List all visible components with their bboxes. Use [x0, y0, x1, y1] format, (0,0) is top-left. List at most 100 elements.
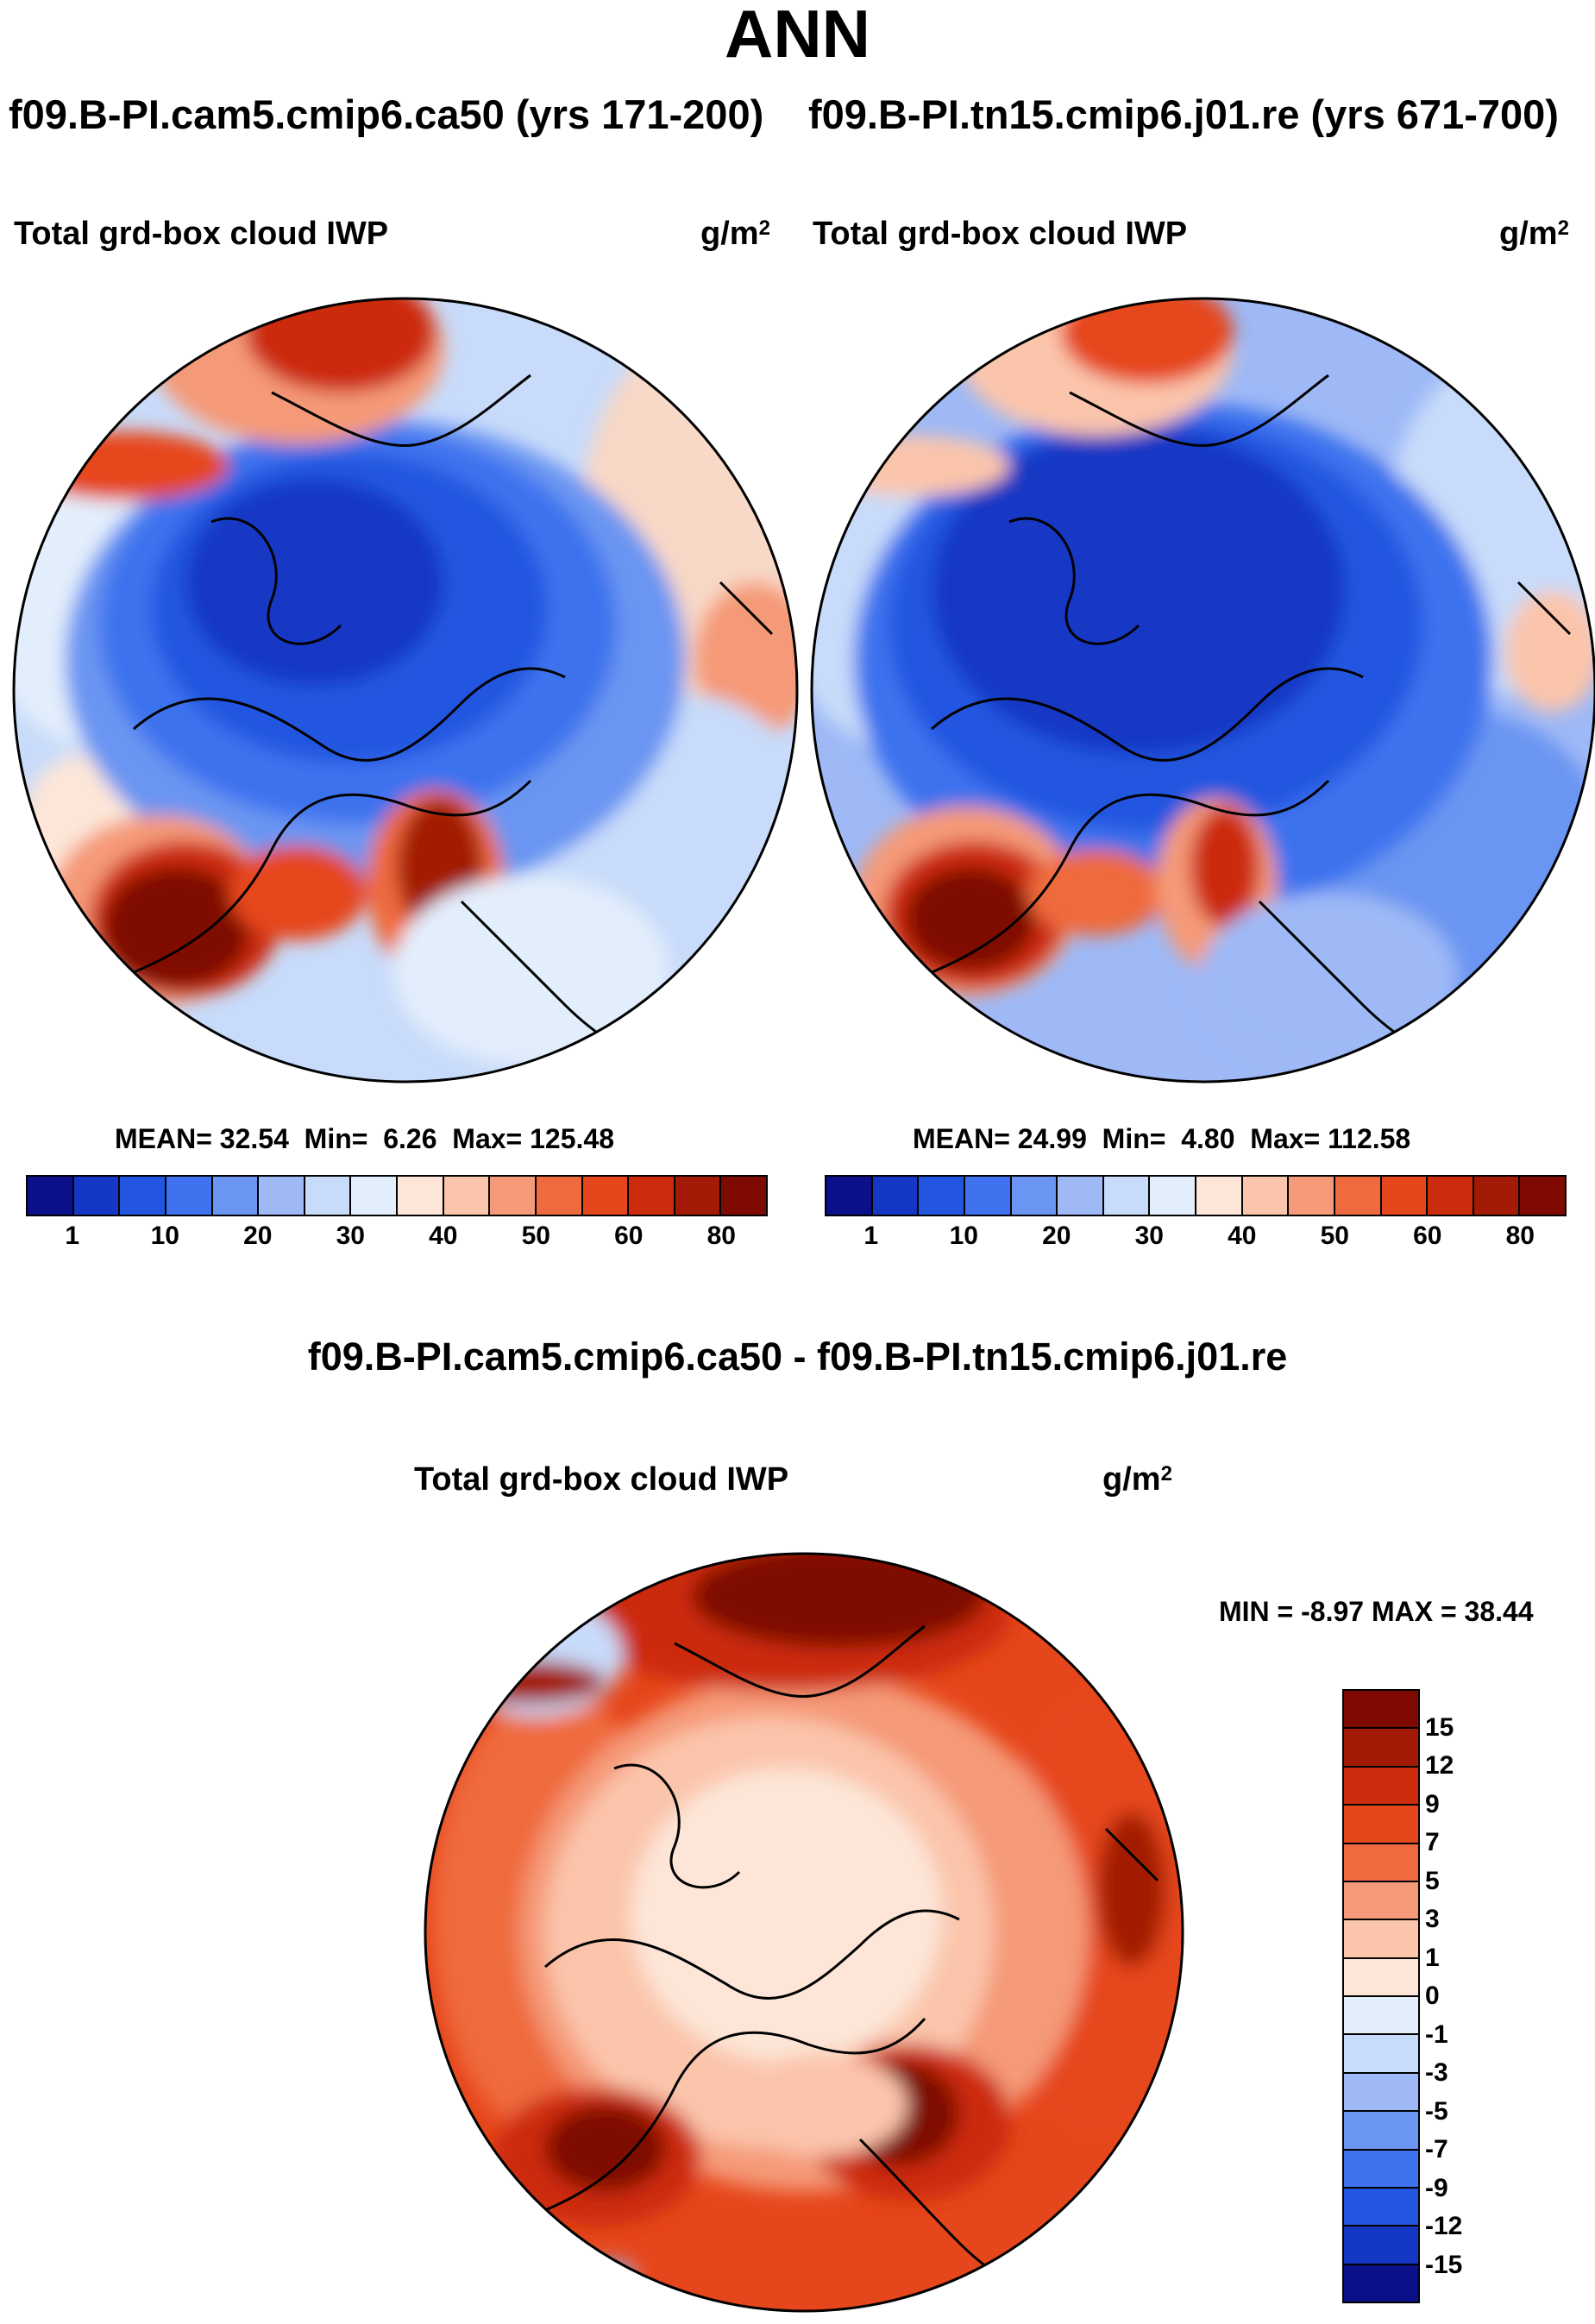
- diff-title: f09.B-PI.cam5.cmip6.ca50 - f09.B-PI.tn15…: [307, 1335, 1288, 1379]
- panel-left-max-label: Max=: [452, 1123, 523, 1154]
- panel-left-colorbar-boxes: [26, 1175, 768, 1216]
- panel-right-colorbar-tick-label: 1: [863, 1222, 879, 1250]
- panel-diff-colorbar-tick-label: 3: [1425, 1905, 1440, 1933]
- panel-left-colorbar-tick-label: 80: [706, 1222, 736, 1250]
- panel-diff-colorbar-box: [1344, 1843, 1418, 1882]
- panel-right-min-value: 4.80: [1181, 1123, 1235, 1154]
- panel-right-colorbar-box: [1473, 1177, 1521, 1215]
- panel-left-colorbar-box: [73, 1177, 121, 1215]
- panel-left-colorbar-tick-label: 40: [429, 1222, 458, 1250]
- panel-right-colorbar-box: [1520, 1177, 1565, 1215]
- panel-left-colorbar-tick-label: 50: [521, 1222, 550, 1250]
- panel-diff-colorbar-tick-label: -5: [1425, 2096, 1448, 2126]
- panel-left-colorbar-box: [490, 1177, 537, 1215]
- panel-diff-colorbar-box: [1344, 1958, 1418, 1997]
- panel-diff-colorbar-ticks: 15 12 9 7 5 3 1 0 -1 -3 -5 -7 -9 -12 -15: [1342, 1689, 1515, 2303]
- panel-left-polar-map: [12, 297, 799, 1083]
- panel-left-unit-base: g/m: [700, 216, 759, 252]
- panel-diff-colorbar-box: [1344, 1767, 1418, 1806]
- panel-right-colorbar-box: [1011, 1177, 1058, 1215]
- panel-right-unit-exp: 2: [1557, 217, 1569, 240]
- panel-left-colorbar-box: [259, 1177, 305, 1215]
- panel-diff-colorbar-tick-label: -3: [1425, 2058, 1448, 2087]
- panel-diff-colorbar-tick-label: -7: [1425, 2135, 1448, 2164]
- panel-right-unit-base: g/m: [1499, 216, 1558, 252]
- panel-right-colorbar-tick-label: 80: [1505, 1222, 1535, 1250]
- panel-left-colorbar: 1 10 20 30 40 50 60 80: [26, 1175, 768, 1261]
- panel-left-variable-label: Total grd-box cloud IWP: [14, 216, 389, 252]
- panel-right-max-label: Max=: [1250, 1123, 1321, 1154]
- panel-left-colorbar-box: [443, 1177, 491, 1215]
- panel-left-colorbar-tick-label: 10: [150, 1222, 179, 1250]
- panel-right-colorbar-box: [1289, 1177, 1335, 1215]
- panel-left-unit-exp: 2: [758, 217, 770, 240]
- panel-diff-colorbar-tick-label: 12: [1425, 1751, 1454, 1780]
- panel-right-colorbar-box: [1058, 1177, 1104, 1215]
- panel-left-min-label: Min=: [304, 1123, 368, 1154]
- panel-left-stats: MEAN= 32.54 Min= 6.26 Max= 125.48: [115, 1121, 614, 1156]
- panel-diff-colorbar-box: [1344, 1997, 1418, 2036]
- panel-left-colorbar-tick-label: 20: [243, 1222, 273, 1250]
- panel-left-colorbar-box: [212, 1177, 260, 1215]
- panel-diff-colorbar-tick-label: 9: [1425, 1789, 1440, 1818]
- panel-diff-unit-base: g/m: [1102, 1461, 1161, 1498]
- panel-diff-unit-exp: 2: [1160, 1462, 1172, 1485]
- panel-left-colorbar-tick-label: 60: [614, 1222, 644, 1250]
- panel-right-colorbar-tick-label: 30: [1134, 1222, 1164, 1250]
- panel-diff-polar-map: [424, 1552, 1184, 2313]
- panel-right-stats: MEAN= 24.99 Min= 4.80 Max= 112.58: [913, 1121, 1410, 1156]
- panel-diff-colorbar-box: [1344, 2035, 1418, 2074]
- panel-left-min-value: 6.26: [383, 1123, 437, 1154]
- panel-left-colorbar-box: [166, 1177, 213, 1215]
- panel-right-unit-label: g/m2: [1499, 214, 1569, 254]
- panel-diff-max-value: 38.44: [1464, 1596, 1534, 1627]
- panel-diff-variable-label: Total grd-box cloud IWP: [414, 1461, 789, 1498]
- panel-right-mean-value: 24.99: [1017, 1123, 1087, 1154]
- panel-right-colorbar-box: [1242, 1177, 1290, 1215]
- panel-left-colorbar-ticks: 1 10 20 30 40 50 60 80: [26, 1216, 768, 1251]
- panel-left-colorbar-box: [28, 1177, 74, 1215]
- panel-right-min-label: Min=: [1102, 1123, 1166, 1154]
- panel-left-colorbar-tick-label: 30: [336, 1222, 365, 1250]
- panel-right-colorbar-ticks: 1 10 20 30 40 50 60 80: [825, 1216, 1567, 1251]
- case-title-left: f09.B-PI.cam5.cmip6.ca50 (yrs 171-200): [9, 91, 764, 137]
- figure-title: ANN: [725, 0, 870, 72]
- panel-right-colorbar-box: [872, 1177, 920, 1215]
- panel-right-colorbar-box: [964, 1177, 1012, 1215]
- panel-right-max-value: 112.58: [1328, 1123, 1411, 1154]
- panel-diff-colorbar-box: [1344, 1729, 1418, 1768]
- panel-right-colorbar-boxes: [825, 1175, 1567, 1216]
- panel-right-colorbar-box: [1103, 1177, 1151, 1215]
- panel-left-colorbar-box: [721, 1177, 766, 1215]
- panel-left-colorbar-box: [675, 1177, 722, 1215]
- panel-right-colorbar-box: [826, 1177, 873, 1215]
- panel-right-colorbar-box: [1381, 1177, 1429, 1215]
- panel-diff-unit-label: g/m2: [1102, 1460, 1172, 1499]
- panel-right-colorbar-tick-label: 50: [1320, 1222, 1349, 1250]
- panel-diff-colorbar-tick-label: -12: [1425, 2212, 1463, 2240]
- panel-diff-stats: MIN = -8.97 MAX = 38.44: [1219, 1594, 1534, 1629]
- panel-diff-colorbar-box: [1344, 1881, 1418, 1921]
- panel-right-variable-label: Total grd-box cloud IWP: [813, 216, 1188, 252]
- panel-diff-colorbar-box: [1344, 1806, 1418, 1844]
- panel-diff-colorbar-tick-label: -9: [1425, 2173, 1448, 2202]
- panel-diff-colorbar-box: [1344, 2188, 1418, 2227]
- panel-diff-colorbar-box: [1344, 2150, 1418, 2189]
- panel-diff-colorbar-tick-label: 15: [1425, 1712, 1454, 1742]
- case-title-right: f09.B-PI.tn15.cmip6.j01.re (yrs 671-700): [808, 91, 1559, 137]
- panel-right-colorbar-box: [1150, 1177, 1196, 1215]
- panel-diff-colorbar-tick-label: -15: [1425, 2250, 1463, 2279]
- panel-diff-colorbar-box: [1344, 1691, 1418, 1730]
- panel-diff-colorbar: 15 12 9 7 5 3 1 0 -1 -3 -5 -7 -9 -12 -15: [1342, 1689, 1515, 2303]
- panel-left-colorbar-box: [536, 1177, 583, 1215]
- panel-diff-colorbar-tick-label: 7: [1425, 1828, 1440, 1856]
- panel-diff-colorbar-tick-label: 5: [1425, 1866, 1440, 1895]
- panel-left-mean-label: MEAN=: [115, 1123, 212, 1154]
- panel-left-colorbar-box: [305, 1177, 352, 1215]
- panel-right-colorbar-tick-label: 10: [949, 1222, 978, 1250]
- panel-diff-min-label: MIN =: [1219, 1596, 1294, 1627]
- panel-diff-colorbar-box: [1344, 1920, 1418, 1959]
- panel-left-mean-value: 32.54: [219, 1123, 289, 1154]
- panel-diff-colorbar-tick-label: 0: [1425, 1982, 1440, 2010]
- panel-diff-colorbar-tick-label: -1: [1425, 2019, 1448, 2049]
